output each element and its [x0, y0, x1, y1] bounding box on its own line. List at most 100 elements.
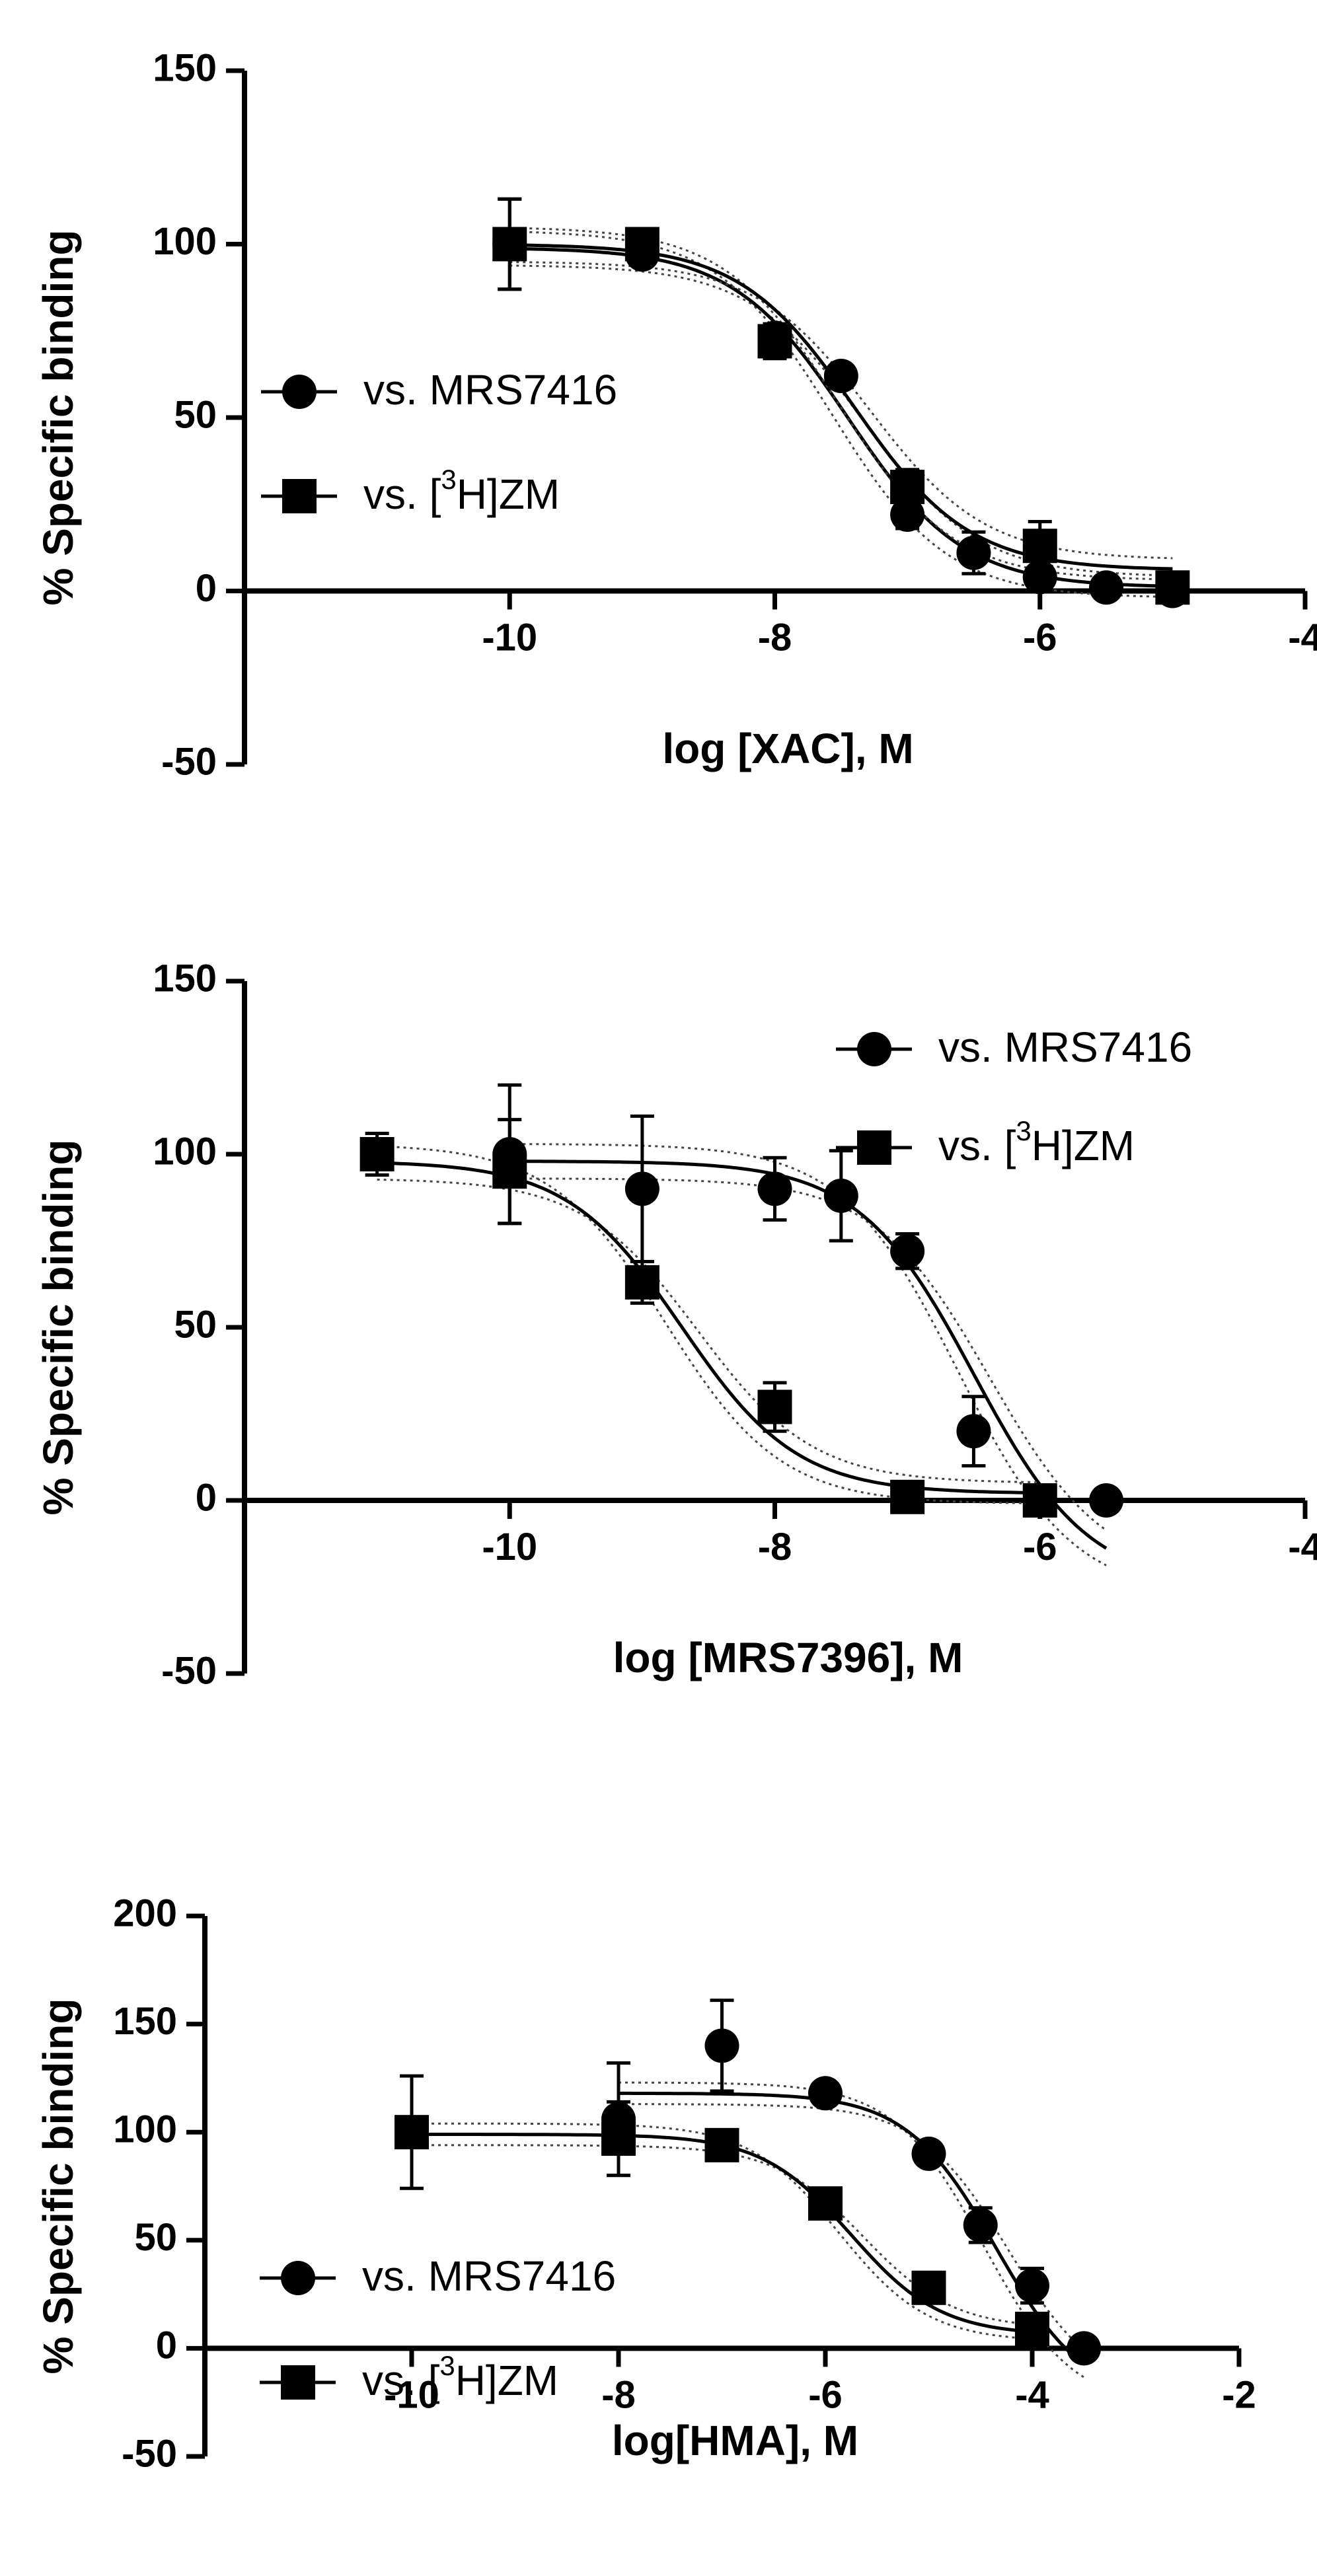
y-axis-label: % Specific binding: [34, 1999, 82, 2374]
legend-entry-label: vs. [3H]ZM: [938, 1115, 1135, 1169]
y-tick-label: 150: [153, 46, 217, 89]
x-tick-label: -10: [482, 616, 537, 659]
confidence-band-lower: [377, 1178, 1040, 1484]
y-tick-label: 50: [174, 393, 217, 436]
legend-marker-circle: [281, 2261, 315, 2295]
data-point-square: [890, 470, 925, 504]
y-axis-label: % Specific binding: [34, 230, 82, 606]
confidence-band-upper: [377, 1145, 1040, 1504]
data-point-circle: [624, 1171, 659, 1206]
data-point-square: [1022, 1483, 1057, 1518]
data-point-circle: [823, 359, 858, 393]
y-tick-label: 0: [196, 1476, 217, 1519]
y-tick-label: -50: [161, 1649, 217, 1692]
data-point-circle: [808, 2076, 843, 2111]
data-point-square: [911, 2270, 946, 2305]
data-point-square: [601, 2121, 636, 2156]
y-axis-label: % Specific binding: [34, 1140, 82, 1516]
y-tick-label: 100: [153, 220, 217, 263]
x-tick-label: -8: [758, 1526, 792, 1568]
x-tick-label: -10: [384, 2373, 439, 2416]
x-tick-label: -4: [1288, 1526, 1317, 1568]
y-tick-label: 150: [113, 2000, 177, 2043]
y-tick-label: 50: [174, 1303, 217, 1346]
data-point-square: [359, 1137, 395, 1171]
data-point-circle: [1089, 570, 1124, 605]
legend: vs. MRS7416 vs. [3H]ZM: [260, 2252, 616, 2404]
x-tick-label: -10: [482, 1526, 537, 1568]
x-tick-label: -4: [1015, 2373, 1049, 2416]
data-point-circle: [823, 1178, 858, 1213]
y-tick-label: 50: [134, 2216, 177, 2259]
y-tick-label: 100: [153, 1130, 217, 1173]
y-tick-label: -50: [122, 2432, 177, 2475]
legend-entry-label: vs. MRS7416: [362, 2252, 616, 2300]
confidence-band-lower: [509, 1177, 1107, 1531]
y-tick-label: 100: [113, 2108, 177, 2151]
y-tick-label: -50: [161, 740, 217, 783]
y-tick-label: 0: [156, 2324, 177, 2367]
x-tick-label: -2: [1222, 2373, 1256, 2416]
legend-entry-label: vs. MRS7416: [363, 366, 617, 414]
data-point-circle: [1067, 2331, 1102, 2366]
confidence-band-lower: [619, 2103, 1085, 2351]
x-tick-label: -6: [1023, 616, 1057, 659]
confidence-band-lower: [509, 264, 1173, 577]
y-tick-label: 0: [196, 567, 217, 610]
data-point-square: [492, 1154, 527, 1189]
chart-panel-1: -50 0 50 100 150 -10 -8 -6 -4 log [XAC], M % Speci…: [34, 46, 1317, 783]
x-tick-label: -6: [1023, 1526, 1057, 1568]
data-point-square: [890, 1479, 925, 1514]
data-point-circle: [963, 2207, 998, 2242]
legend-entry-label: vs. MRS7416: [938, 1023, 1192, 1071]
legend-entry-label: vs. [3H]ZM: [362, 2350, 558, 2404]
chart-panel-2: -50 0 50 100 150 -10 -8 -6 -4 log [MRS7396], M % S…: [34, 957, 1317, 1692]
data-point-circle: [757, 1171, 792, 1206]
legend-marker-circle: [282, 375, 317, 409]
legend-marker-square: [282, 479, 317, 513]
data-point-square: [1155, 570, 1190, 605]
confidence-band-upper: [509, 1143, 1107, 1566]
chart-panel-3: -50 0 50 100 150 200 -10 -8 -6 -4 -2 log[HMA], M % S…: [34, 1892, 1256, 2475]
confidence-band-upper: [509, 227, 1173, 581]
legend: vs. MRS7416 vs. [3H]ZM: [261, 366, 617, 518]
confidence-band-upper: [619, 2081, 1085, 2378]
data-point-square: [757, 1389, 792, 1424]
x-tick-label: -4: [1288, 616, 1317, 659]
data-point-circle: [1089, 1483, 1124, 1518]
x-axis-label: log[HMA], M: [612, 2417, 858, 2464]
data-point-circle: [890, 1233, 925, 1269]
x-tick-label: -8: [758, 616, 792, 659]
data-point-square: [808, 2186, 843, 2221]
data-point-square: [1015, 2311, 1049, 2346]
fit-curve: [509, 1159, 1108, 1550]
data-point-square: [757, 324, 792, 359]
y-tick-label: 200: [113, 1892, 177, 1934]
fit-curve: [377, 1161, 1040, 1494]
legend-entry-label: vs. [3H]ZM: [363, 464, 560, 518]
data-point-circle: [911, 2136, 946, 2171]
data-point-square: [624, 1265, 659, 1300]
legend-marker-square: [857, 1130, 891, 1165]
data-point-square: [395, 2115, 429, 2150]
fit-curve: [509, 246, 1173, 588]
x-tick-label: -6: [808, 2373, 843, 2416]
data-point-circle: [890, 497, 925, 532]
y-tick-label: 150: [153, 957, 217, 1000]
x-axis-label: log [MRS7396], M: [613, 1634, 963, 1681]
legend-marker-square: [281, 2365, 315, 2400]
data-point-square: [492, 227, 527, 262]
x-tick-label: -8: [601, 2373, 636, 2416]
data-point-square: [704, 2127, 739, 2162]
legend: vs. MRS7416 vs. [3H]ZM: [836, 1023, 1192, 1169]
data-point-circle: [956, 1414, 991, 1449]
x-axis-label: log [XAC], M: [662, 725, 913, 772]
data-point-circle: [704, 2028, 739, 2063]
data-point-circle: [1015, 2268, 1049, 2303]
confidence-band-upper: [509, 231, 1173, 598]
data-point-square: [1022, 529, 1057, 564]
legend-marker-circle: [857, 1032, 891, 1066]
data-point-square: [624, 227, 659, 262]
data-point-circle: [956, 535, 991, 570]
